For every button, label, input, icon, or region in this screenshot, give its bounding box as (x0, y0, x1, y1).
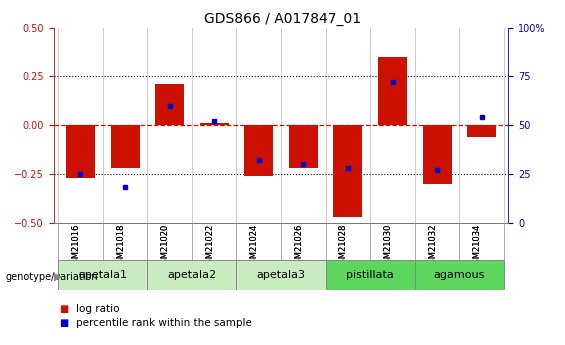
Text: GSM21018: GSM21018 (116, 224, 125, 269)
Text: GSM21020: GSM21020 (160, 224, 170, 269)
Bar (237, 260, 325, 290)
Text: ▶: ▶ (54, 272, 62, 282)
Text: GSM21028: GSM21028 (339, 224, 348, 269)
Bar (58, 260, 147, 290)
Bar (333, 125, 363, 217)
Text: apetala2: apetala2 (167, 270, 216, 280)
Bar (66, 125, 95, 178)
Bar (423, 125, 451, 184)
Text: apetala1: apetala1 (78, 270, 127, 280)
Bar (147, 260, 237, 290)
Text: GSM21026: GSM21026 (294, 224, 303, 269)
Bar (199, 123, 229, 125)
Text: ■: ■ (59, 304, 68, 314)
Text: agamous: agamous (434, 270, 485, 280)
Bar (325, 260, 415, 290)
Bar (378, 57, 407, 125)
Text: GSM21032: GSM21032 (428, 224, 437, 269)
Text: GSM21022: GSM21022 (205, 224, 214, 269)
Text: pistillata: pistillata (346, 270, 394, 280)
Text: GSM21016: GSM21016 (71, 224, 80, 269)
Bar (289, 125, 318, 168)
Text: GDS866 / A017847_01: GDS866 / A017847_01 (204, 12, 361, 26)
Text: GSM21034: GSM21034 (473, 224, 482, 269)
Text: percentile rank within the sample: percentile rank within the sample (76, 318, 252, 327)
Text: GSM21024: GSM21024 (250, 224, 259, 269)
Bar (111, 125, 140, 168)
Text: genotype/variation: genotype/variation (6, 272, 98, 282)
Text: log ratio: log ratio (76, 304, 120, 314)
Text: GSM21030: GSM21030 (384, 224, 393, 269)
Bar (415, 260, 504, 290)
Text: apetala3: apetala3 (257, 270, 306, 280)
Bar (155, 84, 184, 125)
Text: ■: ■ (59, 318, 68, 327)
Bar (244, 125, 273, 176)
Bar (467, 125, 496, 137)
